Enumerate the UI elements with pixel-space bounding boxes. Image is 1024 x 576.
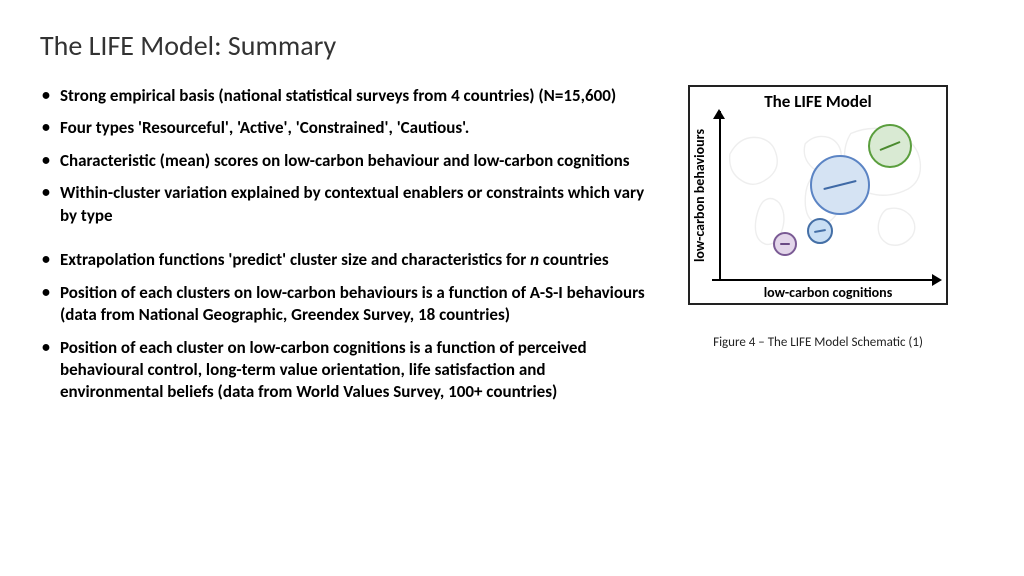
bubble-dash-icon (879, 141, 900, 151)
bullet-item: Position of each clusters on low-carbon … (40, 282, 650, 327)
bubble-dash-icon (780, 243, 790, 245)
figure-caption: Figure 4 – The LIFE Model Schematic (1) (713, 335, 923, 350)
bubble-dash-icon (823, 180, 856, 190)
bullet-item: Within-cluster variation explained by co… (40, 182, 650, 227)
figure-title: The LIFE Model (690, 91, 946, 112)
slide: The LIFE Model: Summary Strong empirical… (0, 0, 1024, 576)
bullet-item: Characteristic (mean) scores on low-carb… (40, 150, 650, 172)
y-axis-label-wrap: low-carbon behaviours (689, 109, 711, 281)
cluster-bubble (810, 155, 870, 215)
figure-column: The LIFE Model low-carbon behaviours low… (678, 85, 958, 414)
bullet-list: Strong empirical basis (national statist… (40, 85, 650, 404)
bullet-item: Position of each cluster on low-carbon c… (40, 337, 650, 404)
plot-area (720, 113, 938, 277)
x-axis-label: low-carbon cognitions (720, 284, 936, 301)
bullets-column: Strong empirical basis (national statist… (40, 85, 650, 414)
bullet-item: Extrapolation functions 'predict' cluste… (40, 249, 650, 271)
y-axis-label: low-carbon behaviours (692, 128, 709, 261)
bullet-item: Strong empirical basis (national statist… (40, 85, 650, 107)
content-row: Strong empirical basis (national statist… (40, 85, 984, 414)
x-axis (712, 279, 938, 281)
bubble-dash-icon (814, 229, 826, 233)
cluster-bubble (868, 124, 912, 168)
slide-title: The LIFE Model: Summary (40, 28, 984, 63)
bullet-item: Four types 'Resourceful', 'Active', 'Con… (40, 117, 650, 139)
figure-box: The LIFE Model low-carbon behaviours low… (688, 85, 948, 305)
